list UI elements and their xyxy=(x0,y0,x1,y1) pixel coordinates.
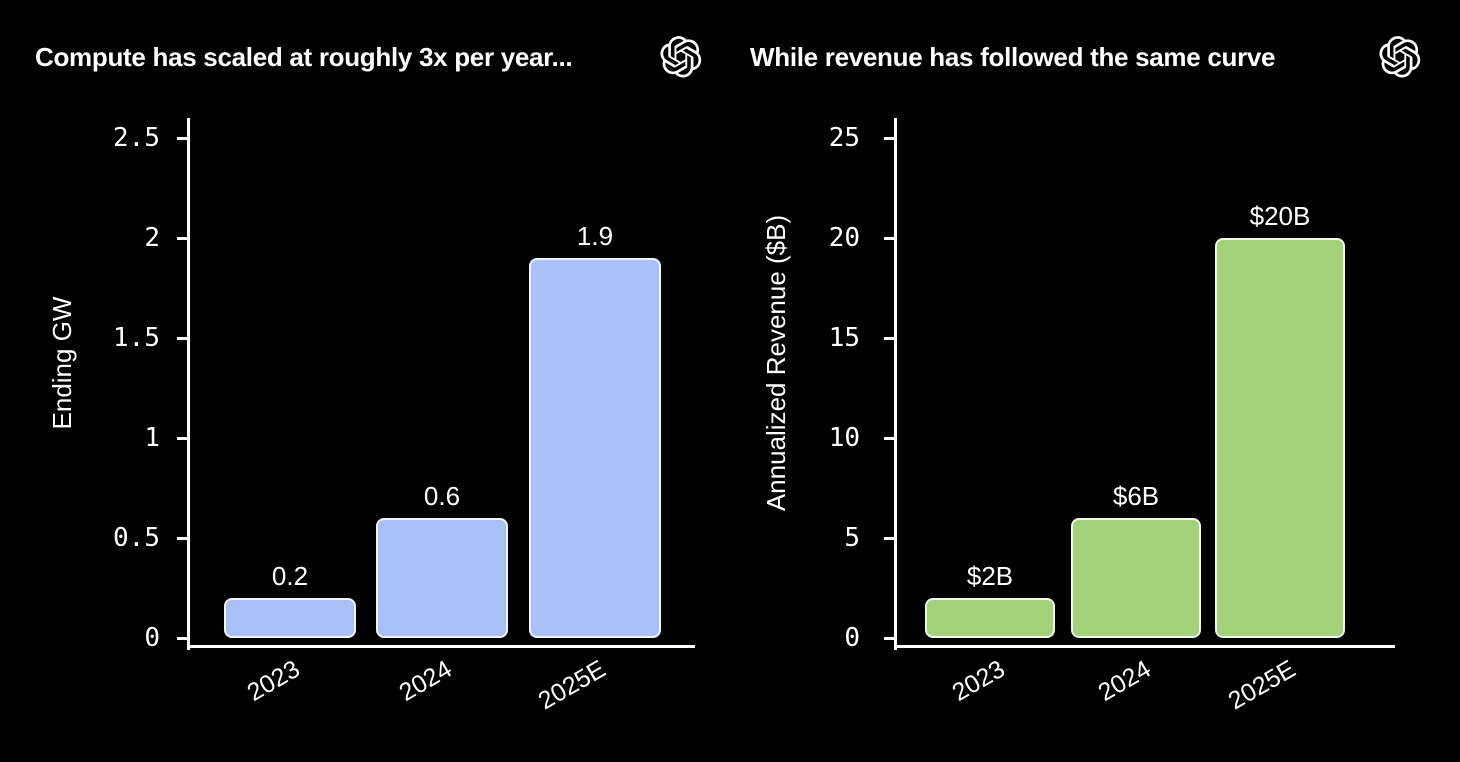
bar-value-label: $2B xyxy=(966,561,1014,591)
x-axis-spine xyxy=(894,645,1395,648)
y-tick-mark xyxy=(177,236,187,240)
bar-value-label: 1.9 xyxy=(576,221,614,251)
chart-panel-compute: Compute has scaled at roughly 3x per yea… xyxy=(35,36,702,715)
bar xyxy=(1215,238,1345,638)
y-tick-label: 5 xyxy=(844,523,860,553)
y-tick-mark xyxy=(177,436,187,440)
x-tick-label: 2025E xyxy=(993,652,1300,715)
openai-logo-icon xyxy=(660,36,702,78)
y-tick-label: 0.5 xyxy=(113,523,160,553)
plot-area-compute: 0 0.5 1 1.5 2 2.5 Ending GW 0.2 2023 0.6 2024 1.9 20… xyxy=(47,118,695,715)
y-tick-mark xyxy=(884,436,894,440)
y-tick-label: 15 xyxy=(828,323,860,353)
bar xyxy=(1071,518,1201,638)
y-tick-label: 2.5 xyxy=(113,123,160,153)
y-tick-mark xyxy=(884,236,894,240)
x-tick-label-text: 2025E xyxy=(1223,654,1300,716)
y-tick-mark xyxy=(177,136,187,140)
chart-title: While revenue has followed the same curv… xyxy=(750,42,1276,72)
y-axis-spine xyxy=(894,118,897,650)
bar-value-label: 0.2 xyxy=(271,561,309,591)
bar-value-label: $20B xyxy=(1249,201,1311,231)
y-tick-mark xyxy=(884,536,894,540)
y-tick-label: 2 xyxy=(144,223,160,253)
x-tick-label-text: 2025E xyxy=(533,654,610,716)
y-tick-mark xyxy=(177,336,187,340)
y-tick-mark xyxy=(884,336,894,340)
y-tick-mark xyxy=(177,636,187,640)
plot-area-revenue: 0 5 10 15 20 25 Annualized Revenue ($B) $2B 2023… xyxy=(730,0,1460,762)
bar xyxy=(529,258,661,638)
y-axis-title: Annualized Revenue ($B) xyxy=(761,214,791,512)
y-tick-label: 0 xyxy=(844,623,860,653)
y-tick-label: 0 xyxy=(144,623,160,653)
y-tick-label: 10 xyxy=(828,423,860,453)
y-tick-label: 1 xyxy=(144,423,160,453)
bar-value-label: $6B xyxy=(1112,481,1160,511)
bar xyxy=(925,598,1055,638)
y-tick-label: 25 xyxy=(828,123,860,153)
chart-title: Compute has scaled at roughly 3x per yea… xyxy=(35,42,573,72)
y-tick-mark xyxy=(884,636,894,640)
y-tick-mark xyxy=(884,136,894,140)
bar xyxy=(376,518,508,638)
bar xyxy=(224,598,356,638)
chart-panel-revenue: While revenue has followed the same curv… xyxy=(730,0,1460,762)
y-axis-title: Ending GW xyxy=(47,296,77,430)
x-tick-label: 2025E xyxy=(303,652,610,715)
bar-value-label: 0.6 xyxy=(423,481,461,511)
y-axis-spine xyxy=(187,118,190,650)
x-axis-spine xyxy=(187,645,695,648)
y-tick-mark xyxy=(177,536,187,540)
y-tick-label: 20 xyxy=(828,223,860,253)
openai-logo-icon xyxy=(1379,36,1421,78)
y-tick-label: 1.5 xyxy=(113,323,160,353)
